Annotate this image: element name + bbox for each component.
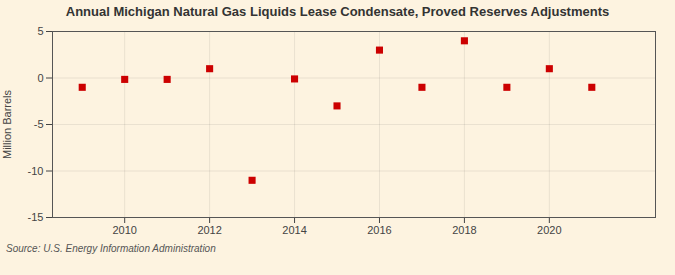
svg-text:2014: 2014: [282, 224, 306, 236]
html-text:Source: U.S. Energy Informatio: Source: U.S. Energy Information Administ…: [6, 243, 216, 254]
svg-text:2012: 2012: [197, 224, 221, 236]
svg-text:2020: 2020: [537, 224, 561, 236]
svg-text:-5: -5: [34, 118, 44, 130]
svg-text:Million Barrels: Million Barrels: [1, 89, 13, 159]
svg-text:2010: 2010: [112, 224, 136, 236]
svg-text:-15: -15: [28, 211, 44, 223]
svg-text:2016: 2016: [367, 224, 391, 236]
svg-text:0: 0: [37, 72, 43, 84]
svg-text:-10: -10: [28, 165, 44, 177]
html-text:Annual Michigan Natural Gas Li: Annual Michigan Natural Gas Liquids Leas…: [65, 4, 610, 19]
svg-text:5: 5: [37, 25, 43, 37]
svg-text:2018: 2018: [452, 224, 476, 236]
